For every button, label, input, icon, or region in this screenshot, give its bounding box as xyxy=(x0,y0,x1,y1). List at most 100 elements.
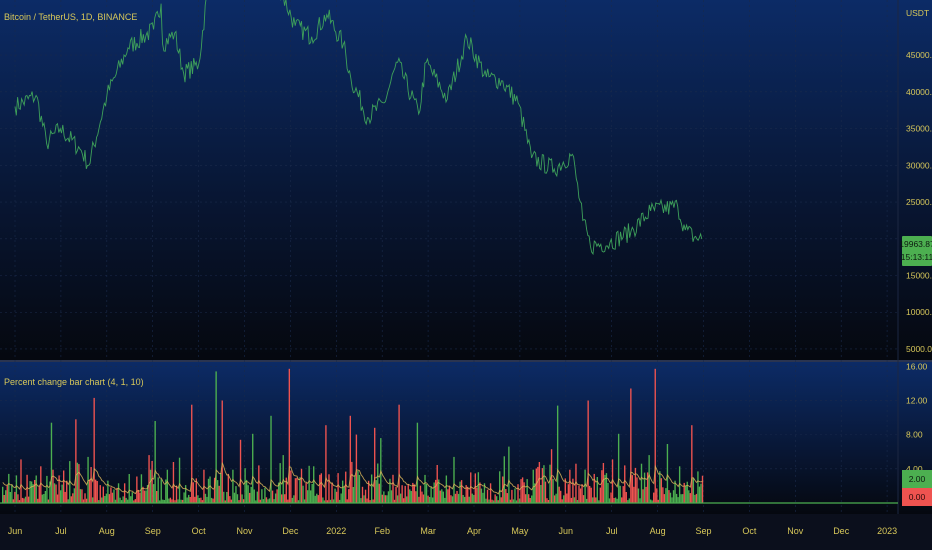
time-tick-label: Dec xyxy=(833,526,850,536)
time-tick-label: May xyxy=(511,526,529,536)
up-bar xyxy=(303,499,306,503)
down-bar xyxy=(509,499,512,503)
up-bar xyxy=(442,491,444,503)
down-bar xyxy=(622,486,624,503)
up-bar xyxy=(473,494,475,503)
down-bar xyxy=(201,500,204,503)
up-bar xyxy=(360,498,362,503)
up-bar xyxy=(154,421,156,503)
time-tick-label: Nov xyxy=(236,526,253,536)
symbol-title[interactable]: Bitcoin / TetherUS, 1D, BINANCE xyxy=(4,12,137,22)
up-bar xyxy=(482,492,484,503)
down-bar xyxy=(427,495,429,503)
up-bar xyxy=(114,499,117,503)
down-bar xyxy=(355,434,358,503)
up-bar xyxy=(46,475,48,503)
up-bar xyxy=(453,456,455,503)
up-bar xyxy=(8,473,10,503)
up-bar xyxy=(79,489,82,503)
down-bar xyxy=(422,494,425,503)
down-bar xyxy=(349,415,351,503)
down-bar xyxy=(660,478,663,503)
down-bar xyxy=(663,494,666,503)
down-bar xyxy=(218,485,220,503)
up-bar xyxy=(188,494,190,503)
up-bar xyxy=(241,494,243,503)
up-bar xyxy=(627,500,629,503)
down-bar xyxy=(88,479,91,503)
up-bar xyxy=(120,500,123,503)
up-bar xyxy=(686,481,688,503)
up-bar xyxy=(184,485,187,503)
indicator-title[interactable]: Percent change bar chart (4, 1, 10) xyxy=(4,377,144,387)
down-bar xyxy=(99,485,101,503)
down-bar xyxy=(227,473,230,503)
up-bar xyxy=(445,475,448,503)
down-bar xyxy=(325,425,327,503)
up-bar xyxy=(87,456,89,503)
down-bar xyxy=(229,496,231,503)
down-bar xyxy=(384,495,387,503)
up-bar xyxy=(59,490,62,503)
down-bar xyxy=(366,498,368,503)
up-bar xyxy=(180,499,182,503)
down-bar xyxy=(238,500,240,503)
down-bar xyxy=(23,498,25,503)
price-pane-background xyxy=(0,0,932,360)
time-tick-label: Apr xyxy=(467,526,481,536)
up-bar xyxy=(512,499,515,503)
down-bar xyxy=(624,465,626,503)
down-bar xyxy=(683,482,685,503)
up-bar xyxy=(399,493,402,503)
up-bar xyxy=(253,489,255,503)
up-bar xyxy=(531,495,533,503)
up-bar xyxy=(160,479,162,503)
up-bar xyxy=(291,497,294,503)
down-bar xyxy=(38,485,40,503)
down-bar xyxy=(579,488,582,503)
price-tick-label: 5000.00 xyxy=(906,344,932,354)
down-bar xyxy=(284,494,286,503)
up-bar xyxy=(9,492,11,503)
up-bar xyxy=(67,499,69,503)
down-bar xyxy=(491,499,493,503)
up-bar xyxy=(441,489,443,503)
down-bar xyxy=(570,497,573,503)
up-bar xyxy=(98,500,100,503)
down-bar xyxy=(524,494,527,503)
up-bar xyxy=(268,498,271,503)
up-bar xyxy=(526,479,528,503)
down-bar xyxy=(553,495,556,503)
up-bar xyxy=(639,498,641,503)
up-bar xyxy=(314,495,316,503)
time-tick-label: Dec xyxy=(282,526,299,536)
pane-divider[interactable] xyxy=(0,360,932,362)
time-axis-background[interactable] xyxy=(0,514,932,550)
down-bar xyxy=(139,492,141,503)
down-bar xyxy=(537,466,539,503)
up-bar xyxy=(247,485,249,503)
down-bar xyxy=(194,496,196,503)
up-bar xyxy=(306,490,309,503)
down-bar xyxy=(572,478,574,503)
down-bar xyxy=(213,477,216,503)
down-bar xyxy=(116,487,118,503)
indicator-badge-upper xyxy=(902,470,932,488)
down-bar xyxy=(155,491,158,503)
up-bar xyxy=(543,465,545,503)
up-bar xyxy=(428,497,431,503)
down-bar xyxy=(415,491,417,503)
down-bar xyxy=(511,489,513,503)
indicator-tick-label: 8.00 xyxy=(906,430,923,440)
price-tick-label: 10000.00 xyxy=(906,307,932,317)
down-bar xyxy=(569,469,571,503)
price-badge-countdown: 15:13:11 xyxy=(901,252,932,262)
up-bar xyxy=(166,469,169,503)
down-bar xyxy=(148,455,150,503)
down-bar xyxy=(544,481,547,503)
up-bar xyxy=(495,496,498,503)
down-bar xyxy=(567,484,570,503)
up-bar xyxy=(672,490,675,503)
down-bar xyxy=(401,485,403,503)
